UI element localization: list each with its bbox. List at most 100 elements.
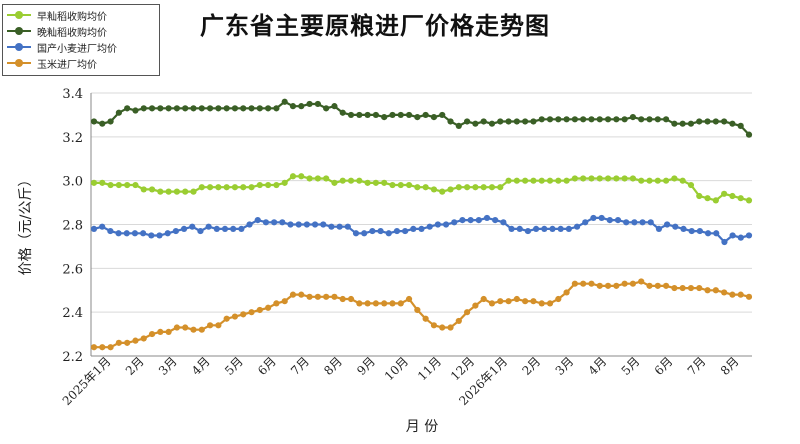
series-2-point xyxy=(713,230,720,237)
series-0-point xyxy=(381,179,388,186)
series-2-point xyxy=(696,227,703,235)
series-0-point xyxy=(613,175,620,182)
series-0-point xyxy=(538,177,545,184)
series-2-point xyxy=(598,214,605,222)
series-0-point xyxy=(148,186,156,193)
series-1-point xyxy=(356,111,363,119)
series-1-point xyxy=(488,120,496,127)
series-2-point xyxy=(393,227,401,235)
series-3-point xyxy=(165,328,172,335)
series-2-point xyxy=(311,221,319,228)
series-1-point xyxy=(596,116,603,123)
series-2-point xyxy=(533,225,540,232)
legend-dot-corn xyxy=(15,59,23,67)
series-1-point xyxy=(455,122,462,129)
series-0-point xyxy=(215,184,222,191)
series-3-point xyxy=(729,291,736,298)
series-3-point xyxy=(696,284,703,292)
series-2-point xyxy=(442,221,450,228)
series-0-point xyxy=(439,188,446,195)
series-1-point xyxy=(555,116,562,123)
series-0-point xyxy=(430,186,438,193)
series-3-point xyxy=(687,284,695,292)
series-1-point xyxy=(273,105,280,112)
series-0-point xyxy=(223,184,230,191)
series-2-point xyxy=(377,227,384,235)
series-2-point xyxy=(328,223,335,230)
series-2-point xyxy=(99,223,106,230)
series-2-point xyxy=(197,227,204,235)
series-2-point xyxy=(402,227,409,235)
series-1-point xyxy=(265,105,272,112)
series-1-point xyxy=(480,118,487,125)
legend-label-wheat: 国产小麦进厂均价 xyxy=(37,43,117,55)
series-0-point xyxy=(671,175,678,182)
series-3-point xyxy=(99,344,106,351)
series-3-point xyxy=(555,295,562,303)
series-3-point xyxy=(464,309,471,316)
series-3-point xyxy=(347,295,355,303)
series-2-point xyxy=(361,230,368,237)
legend-swatch-corn xyxy=(7,58,31,68)
series-0-point xyxy=(422,184,429,191)
series-1-point xyxy=(679,120,686,127)
series-1-point xyxy=(588,116,595,123)
series-3-point xyxy=(580,280,587,287)
series-1-point xyxy=(546,116,554,123)
series-0-point xyxy=(737,195,744,202)
series-1-point xyxy=(721,118,728,125)
series-3-point xyxy=(638,278,645,285)
series-2-point xyxy=(385,230,392,237)
legend-label-corn: 玉米进厂均价 xyxy=(37,59,97,71)
series-2-point xyxy=(729,232,736,239)
series-0-point xyxy=(580,175,587,182)
series-3-point xyxy=(563,289,570,296)
series-0-point xyxy=(206,184,214,191)
series-3-point xyxy=(679,284,686,292)
series-0-point xyxy=(99,179,106,186)
series-3-point xyxy=(248,309,255,316)
series-2-point xyxy=(279,219,286,226)
series-2-point xyxy=(213,225,220,232)
series-1-point xyxy=(621,116,628,123)
series-2-point xyxy=(336,223,343,230)
series-1-point xyxy=(571,116,578,123)
series-3-point xyxy=(115,339,122,346)
series-3-point xyxy=(397,300,404,307)
series-1-point xyxy=(422,111,429,119)
series-0-point xyxy=(306,175,313,182)
series-3-point xyxy=(265,304,272,311)
series-3-point xyxy=(206,322,214,329)
series-2-point xyxy=(565,225,572,232)
legend-label-early-rice: 早籼稻收购均价 xyxy=(37,11,107,23)
series-1-point xyxy=(513,118,520,125)
series-1-point xyxy=(464,118,471,125)
series-1-point xyxy=(447,118,454,125)
series-1-point xyxy=(165,105,172,112)
series-2-point xyxy=(664,221,671,228)
series-0-point xyxy=(687,181,695,189)
series-2-point xyxy=(492,217,499,224)
series-0-point xyxy=(256,181,263,189)
series-1-point xyxy=(646,116,653,123)
series-0-point xyxy=(347,177,355,184)
series-2-point xyxy=(205,223,212,230)
series-2-point xyxy=(524,227,532,235)
series-1-point xyxy=(563,116,570,123)
series-2-point xyxy=(410,225,417,232)
series-1-point xyxy=(107,118,114,125)
series-2-point xyxy=(90,225,98,232)
series-1-point xyxy=(289,103,297,110)
series-3-point xyxy=(240,311,247,318)
series-0-point xyxy=(323,175,330,182)
series-2-point xyxy=(221,225,229,232)
series-1-point xyxy=(198,105,205,112)
series-1-point xyxy=(256,105,263,112)
series-1-point xyxy=(671,120,678,127)
series-2-point xyxy=(107,227,114,235)
series-0-point xyxy=(472,184,479,191)
series-2-point xyxy=(549,225,556,232)
series-0-point xyxy=(530,177,537,184)
series-0-point xyxy=(555,177,562,184)
series-3-point xyxy=(231,313,239,320)
